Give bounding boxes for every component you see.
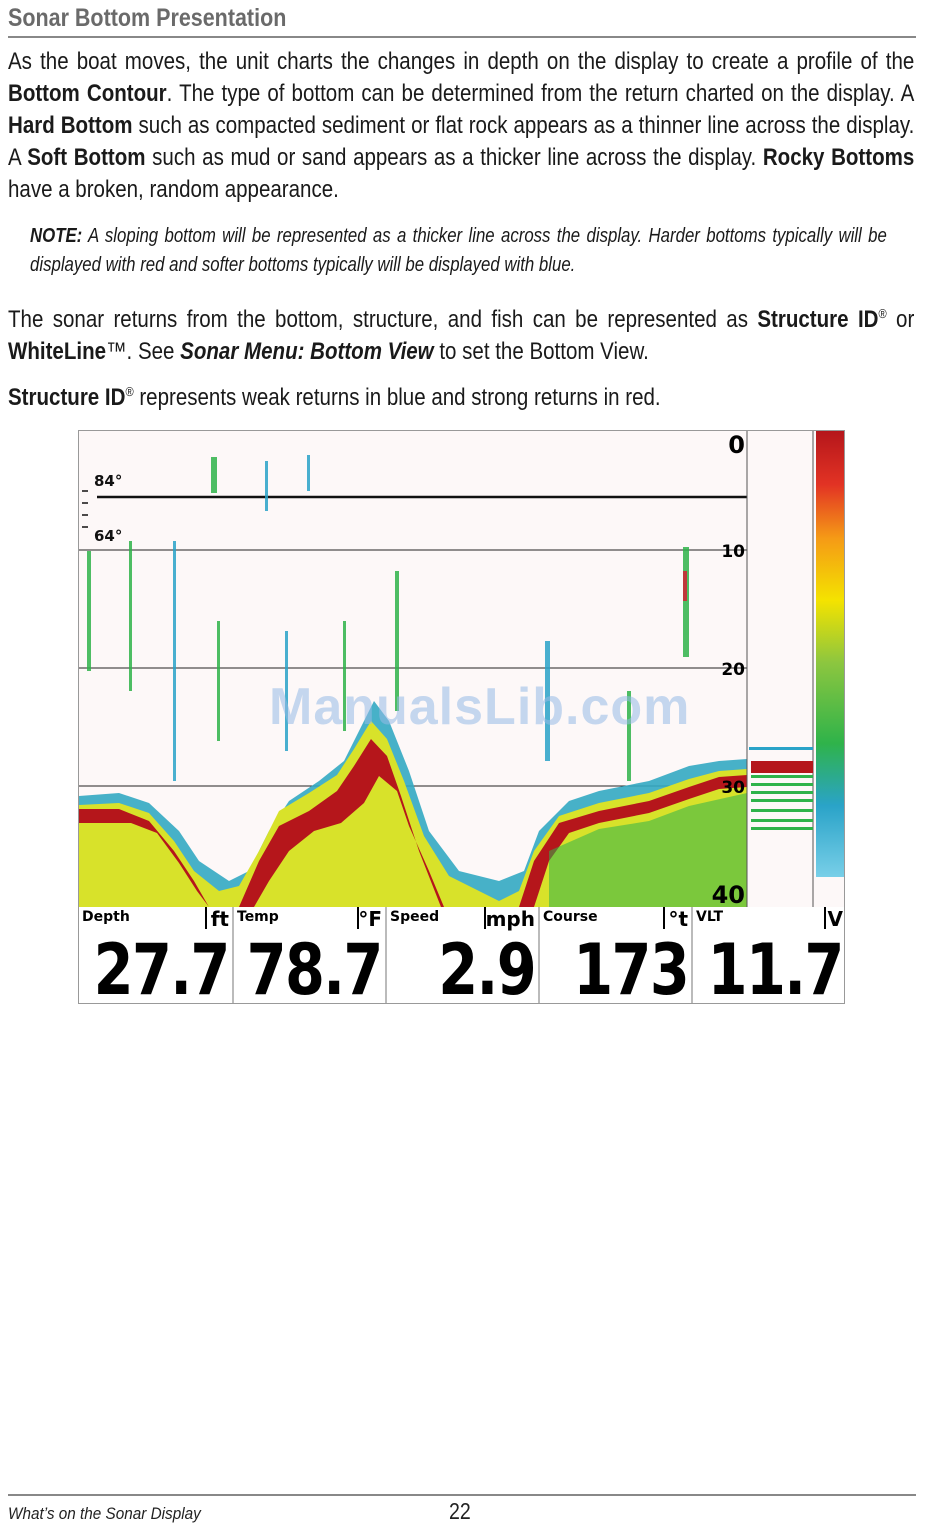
text: or xyxy=(886,306,915,333)
term-hard-bottom: Hard Bottom xyxy=(8,112,133,139)
term-structure-id: Structure ID xyxy=(757,306,879,333)
section-heading: Sonar Bottom Presentation xyxy=(8,4,287,32)
color-intensity-bar xyxy=(816,431,844,877)
paragraph-bottom-contour: As the boat moves, the unit charts the c… xyxy=(8,46,914,206)
readout-unit: °t xyxy=(668,907,688,931)
footer-section-title: What’s on the Sonar Display xyxy=(8,1504,201,1523)
fish-and-structure-returns xyxy=(87,455,689,781)
sonar-display: 84° 64° 0 xyxy=(78,430,845,1004)
term-rocky-bottoms: Rocky Bottoms xyxy=(762,144,915,171)
term-structure-id: Structure ID xyxy=(8,384,126,411)
digital-readouts: Depth ft 27.7 Temp °F 78.7 Speed mph 2.9… xyxy=(79,907,844,1004)
readout-value: 27.7 xyxy=(93,929,231,1004)
readout-temp: Temp °F 78.7 xyxy=(232,907,385,1004)
readout-label: Depth xyxy=(82,909,130,925)
paragraph-structure-id: Structure ID® represents weak returns in… xyxy=(8,376,914,414)
readout-unit: mph xyxy=(485,907,535,931)
text: have a broken, random appearance. xyxy=(8,176,339,203)
readout-depth: Depth ft 27.7 xyxy=(79,907,232,1004)
ascope-weak-returns xyxy=(751,775,813,830)
ascope-surface-return xyxy=(749,747,813,750)
readout-label: VLT xyxy=(696,909,723,925)
text: such as mud or sand appears as a thicker… xyxy=(145,144,763,171)
ascope-bottom-return xyxy=(751,761,813,773)
readout-unit: V xyxy=(827,907,843,931)
bottom-sub-layer xyxy=(549,793,747,907)
reference-sonar-menu-bottom-view: Sonar Menu: Bottom View xyxy=(180,338,434,365)
footer-rule xyxy=(8,1494,916,1496)
watermark: ManualsLib.com xyxy=(269,678,691,736)
depth-scale-column xyxy=(747,431,813,907)
depth-label-0: 0 xyxy=(728,431,745,459)
registered-mark: ® xyxy=(878,306,887,321)
readout-unit: ft xyxy=(210,907,229,931)
note: NOTE: A sloping bottom will be represent… xyxy=(30,222,887,280)
text: represents weak returns in blue and stro… xyxy=(133,384,661,411)
text: The sonar returns from the bottom, struc… xyxy=(8,306,758,333)
note-label: NOTE: xyxy=(30,225,83,247)
text: As the boat moves, the unit charts the c… xyxy=(8,48,915,75)
depth-label-20: 20 xyxy=(721,660,745,680)
term-bottom-contour: Bottom Contour xyxy=(8,80,167,107)
paragraph-bottom-view: The sonar returns from the bottom, struc… xyxy=(8,298,914,368)
readout-value: 78.7 xyxy=(246,929,384,1004)
term-soft-bottom: Soft Bottom xyxy=(27,144,146,171)
sonar-chart: 84° 64° 0 xyxy=(79,431,844,907)
note-text: A sloping bottom will be represented as … xyxy=(30,225,887,276)
readout-speed: Speed mph 2.9 xyxy=(385,907,538,1004)
text: to set the Bottom View. xyxy=(433,338,649,365)
registered-mark: ® xyxy=(125,384,134,399)
readout-voltage: VLT V 11.7 xyxy=(691,907,844,1004)
readout-label: Temp xyxy=(237,909,279,925)
text: . See xyxy=(126,338,181,365)
readout-value: 11.7 xyxy=(707,929,844,1004)
term-whiteline: WhiteLine xyxy=(8,338,107,365)
text: . The type of bottom can be determined f… xyxy=(166,80,915,107)
depth-label-10: 10 xyxy=(721,542,745,562)
readout-label: Course xyxy=(543,909,598,925)
readout-value: 173 xyxy=(573,929,690,1004)
temperature-scale xyxy=(82,490,88,528)
readout-course: Course °t 173 xyxy=(538,907,691,1004)
readout-label: Speed xyxy=(390,909,440,925)
page-number: 22 xyxy=(449,1498,471,1524)
readout-unit: °F xyxy=(358,907,382,931)
readout-value: 2.9 xyxy=(438,929,536,1004)
heading-rule xyxy=(8,36,916,38)
trademark: ™ xyxy=(106,338,127,365)
text: such as compacted sediment or flat rock … xyxy=(8,112,915,171)
depth-label-30: 30 xyxy=(721,778,745,798)
temp-marker-84: 84° xyxy=(94,472,122,490)
temp-marker-64: 64° xyxy=(94,527,122,545)
depth-label-40: 40 xyxy=(712,881,745,907)
